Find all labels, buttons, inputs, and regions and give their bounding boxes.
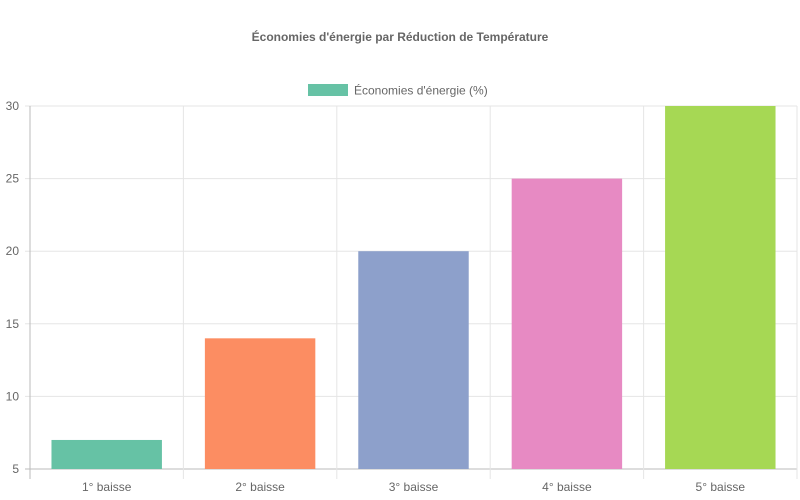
y-tick-label: 10 bbox=[6, 389, 20, 403]
legend-label: Économies d'énergie (%) bbox=[354, 83, 488, 98]
y-tick-label: 30 bbox=[6, 99, 20, 113]
y-tick-label: 5 bbox=[12, 462, 19, 476]
chart-title: Économies d'énergie par Réduction de Tem… bbox=[252, 29, 549, 44]
y-tick-label: 20 bbox=[6, 244, 20, 258]
y-axis: 5 10 15 20 25 30 bbox=[6, 99, 20, 476]
bar-2 bbox=[204, 338, 316, 469]
grid bbox=[25, 105, 798, 479]
legend-swatch bbox=[308, 84, 348, 96]
x-axis: 1° baisse 2° baisse 3° baisse 4° baisse 5° b… bbox=[82, 480, 745, 494]
legend[interactable]: Économies d'énergie (%) bbox=[308, 83, 488, 98]
x-tick-label: 1° baisse bbox=[82, 480, 132, 494]
bar-4 bbox=[511, 178, 623, 469]
bar-5 bbox=[665, 106, 776, 469]
x-tick-label: 2° baisse bbox=[235, 480, 285, 494]
bar-1 bbox=[51, 439, 162, 469]
bar-3 bbox=[358, 251, 469, 469]
x-tick-label: 5° baisse bbox=[696, 480, 746, 494]
x-tick-label: 4° baisse bbox=[542, 480, 592, 494]
x-tick-label: 3° baisse bbox=[389, 480, 439, 494]
bars bbox=[51, 106, 776, 469]
y-tick-label: 15 bbox=[6, 317, 20, 331]
y-tick-label: 25 bbox=[6, 172, 20, 186]
